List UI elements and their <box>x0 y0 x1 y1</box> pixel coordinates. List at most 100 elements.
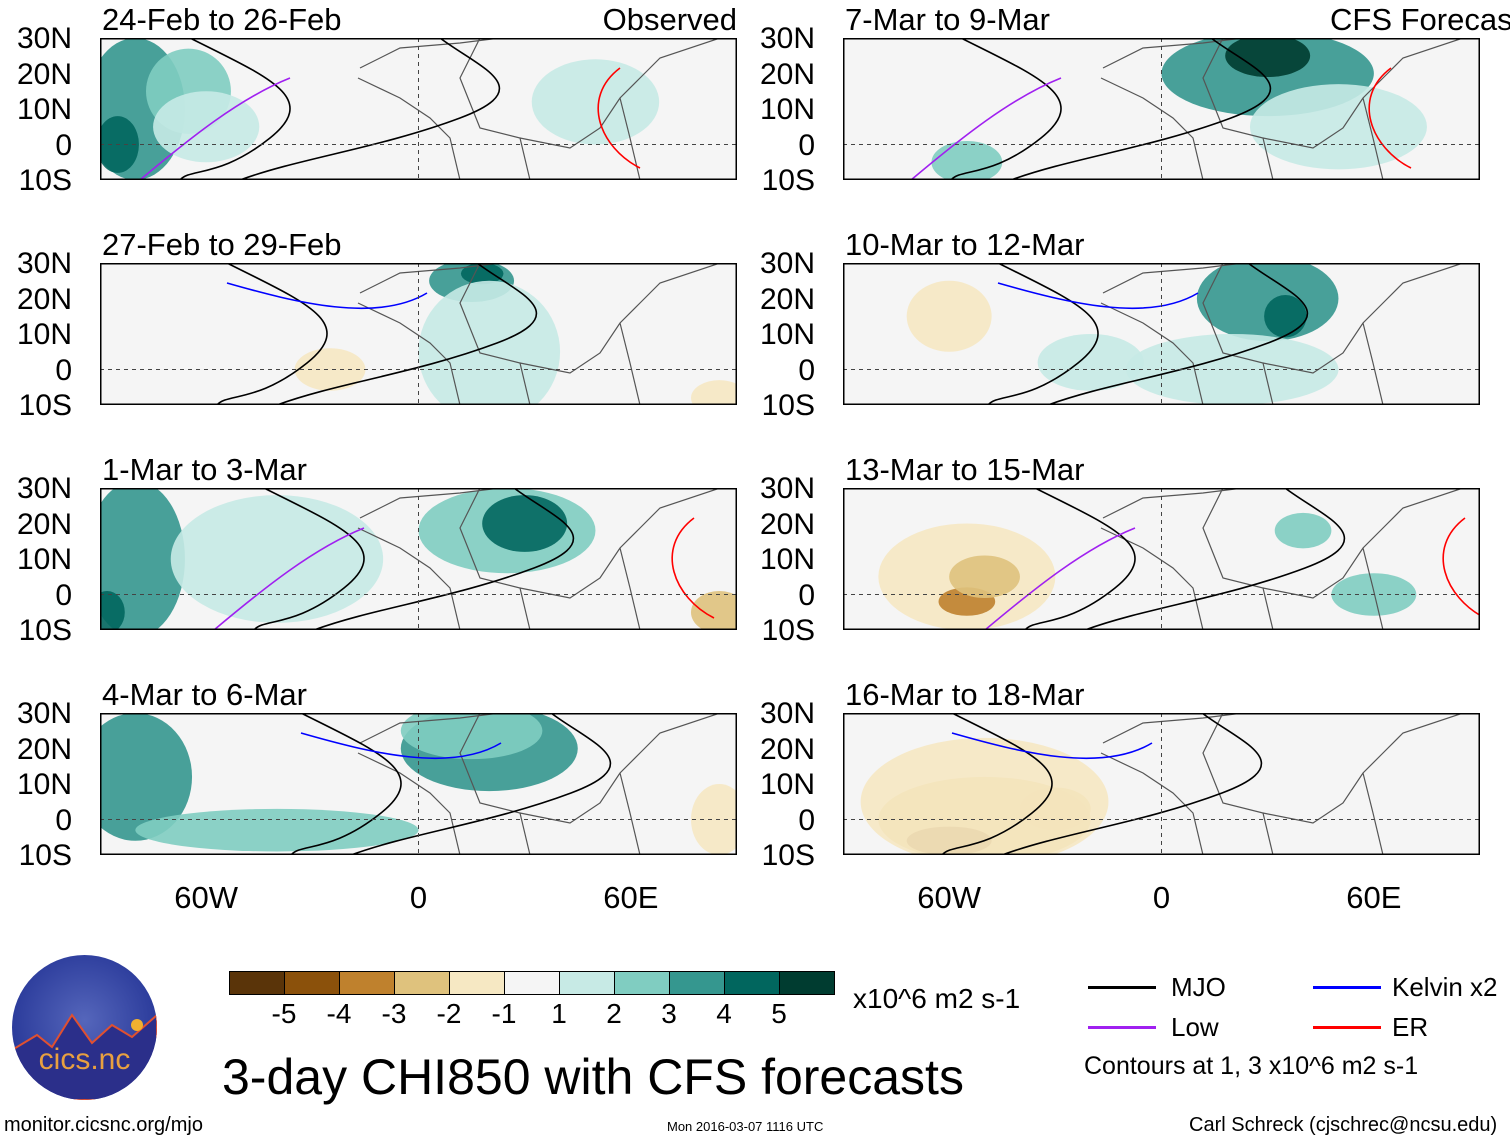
colorbar-swatch <box>780 972 834 994</box>
colorbar-label: -4 <box>326 998 352 1029</box>
contour-line <box>276 263 538 405</box>
lat-label: 0 <box>798 803 815 837</box>
anomaly-shading <box>931 140 1003 180</box>
lat-label: 20N <box>16 57 72 91</box>
lat-label: 30N <box>759 247 815 280</box>
legend-er-line <box>1313 1026 1381 1029</box>
contour-line <box>213 527 365 630</box>
contour-line <box>290 713 402 855</box>
legend-mjo: MJO <box>1171 972 1226 1002</box>
lat-label: 20N <box>759 282 815 316</box>
lat-label: 20N <box>16 732 72 766</box>
anomaly-shading <box>1274 512 1332 549</box>
colorbar-swatch <box>505 972 560 994</box>
contour-line <box>1368 67 1412 169</box>
legend-mjo-line <box>1088 986 1156 989</box>
colorbar-units: x10^6 m2 s-1 <box>853 983 1021 1014</box>
coastline <box>1100 713 1464 855</box>
colorbar-swatch <box>450 972 505 994</box>
lat-label: 0 <box>55 578 72 612</box>
lat-label: 10N <box>759 768 815 801</box>
anomaly-shading <box>949 555 1020 599</box>
lon-label: 60E <box>603 880 659 915</box>
coastline <box>1100 488 1464 630</box>
lat-label: 10N <box>16 543 72 576</box>
colorbar-swatch <box>670 972 725 994</box>
map-panel <box>843 713 1480 855</box>
colorbar-swatch <box>340 972 395 994</box>
lat-label: 30N <box>16 697 72 730</box>
contour-line <box>597 67 641 169</box>
map-panel <box>843 263 1480 405</box>
lat-label: 30N <box>16 472 72 505</box>
contour-line <box>1084 488 1346 630</box>
footer-author: Carl Schreck (cjschrec@ncsu.edu) <box>1189 1114 1498 1136</box>
colorbar-swatch <box>285 972 340 994</box>
lat-label: 10N <box>759 93 815 126</box>
map-panel <box>100 488 737 630</box>
lat-label: 0 <box>55 353 72 387</box>
map-panel <box>843 38 1480 180</box>
lat-label: 10S <box>761 839 815 872</box>
colorbar-label: 3 <box>661 998 677 1029</box>
lat-label: 30N <box>759 22 815 55</box>
contour-line <box>951 732 1153 759</box>
lon-label: 60E <box>1346 880 1402 915</box>
contour-line <box>1442 517 1480 617</box>
anomaly-shading <box>690 784 737 855</box>
colorbar-label: -3 <box>381 998 407 1029</box>
anomaly-shading <box>135 808 419 852</box>
anomaly-shading <box>1037 334 1144 391</box>
contour-line <box>987 263 1099 405</box>
anomaly-shading <box>100 590 125 630</box>
legend-low-line <box>1088 1026 1156 1029</box>
lat-label: 20N <box>16 507 72 541</box>
contour-line <box>239 38 501 180</box>
contour-line <box>1001 713 1263 855</box>
footer-url[interactable]: monitor.cicsnc.org/mjo <box>4 1114 203 1136</box>
colorbar-label: 2 <box>606 998 622 1029</box>
contour-line <box>226 282 428 309</box>
lon-label: 0 <box>409 880 428 915</box>
anomaly-shading <box>1225 38 1311 78</box>
panel-title: 27-Feb to 29-Feb <box>102 227 342 262</box>
column-header: CFS Forecast <box>1330 2 1510 37</box>
anomaly-shading <box>1264 294 1307 338</box>
lat-label: 0 <box>55 803 72 837</box>
coastline <box>357 38 721 180</box>
lat-label: 0 <box>798 128 815 162</box>
anomaly-shading <box>1249 84 1427 170</box>
contour-line <box>300 732 502 759</box>
contour-line <box>1047 263 1309 405</box>
lat-label: 20N <box>759 57 815 91</box>
contour-line <box>910 77 1062 180</box>
coastline <box>1100 38 1464 180</box>
lat-label: 20N <box>759 732 815 766</box>
panel-title: 1-Mar to 3-Mar <box>102 452 307 487</box>
contour-line <box>139 77 291 180</box>
lat-label: 10S <box>761 614 815 647</box>
colorbar-swatch <box>725 972 780 994</box>
cics-logo: cics.nc <box>12 955 157 1100</box>
anomaly-shading <box>100 488 185 630</box>
colorbar-swatch <box>395 972 450 994</box>
contour-line <box>671 517 715 619</box>
legend-er: ER <box>1392 1012 1429 1042</box>
anomaly-shading <box>690 380 737 405</box>
contour-line <box>216 263 328 405</box>
lat-label: 0 <box>55 128 72 162</box>
figure-title: 3-day CHI850 with CFS forecasts <box>222 1049 964 1105</box>
colorbar-swatch <box>615 972 670 994</box>
map-panel <box>843 488 1480 630</box>
lat-label: 0 <box>798 353 815 387</box>
colorbar-label: -5 <box>271 998 297 1029</box>
contour-line <box>984 527 1136 630</box>
contour-line <box>941 713 1053 855</box>
contour-line <box>179 38 291 180</box>
contour-note: Contours at 1, 3 x10^6 m2 s-1 <box>1084 1052 1419 1080</box>
panel-title: 24-Feb to 26-Feb <box>102 2 342 37</box>
legend-kelvin-line <box>1313 986 1381 989</box>
contour-line <box>350 713 612 855</box>
lon-label: 60W <box>917 880 982 915</box>
lat-label: 10N <box>759 318 815 351</box>
